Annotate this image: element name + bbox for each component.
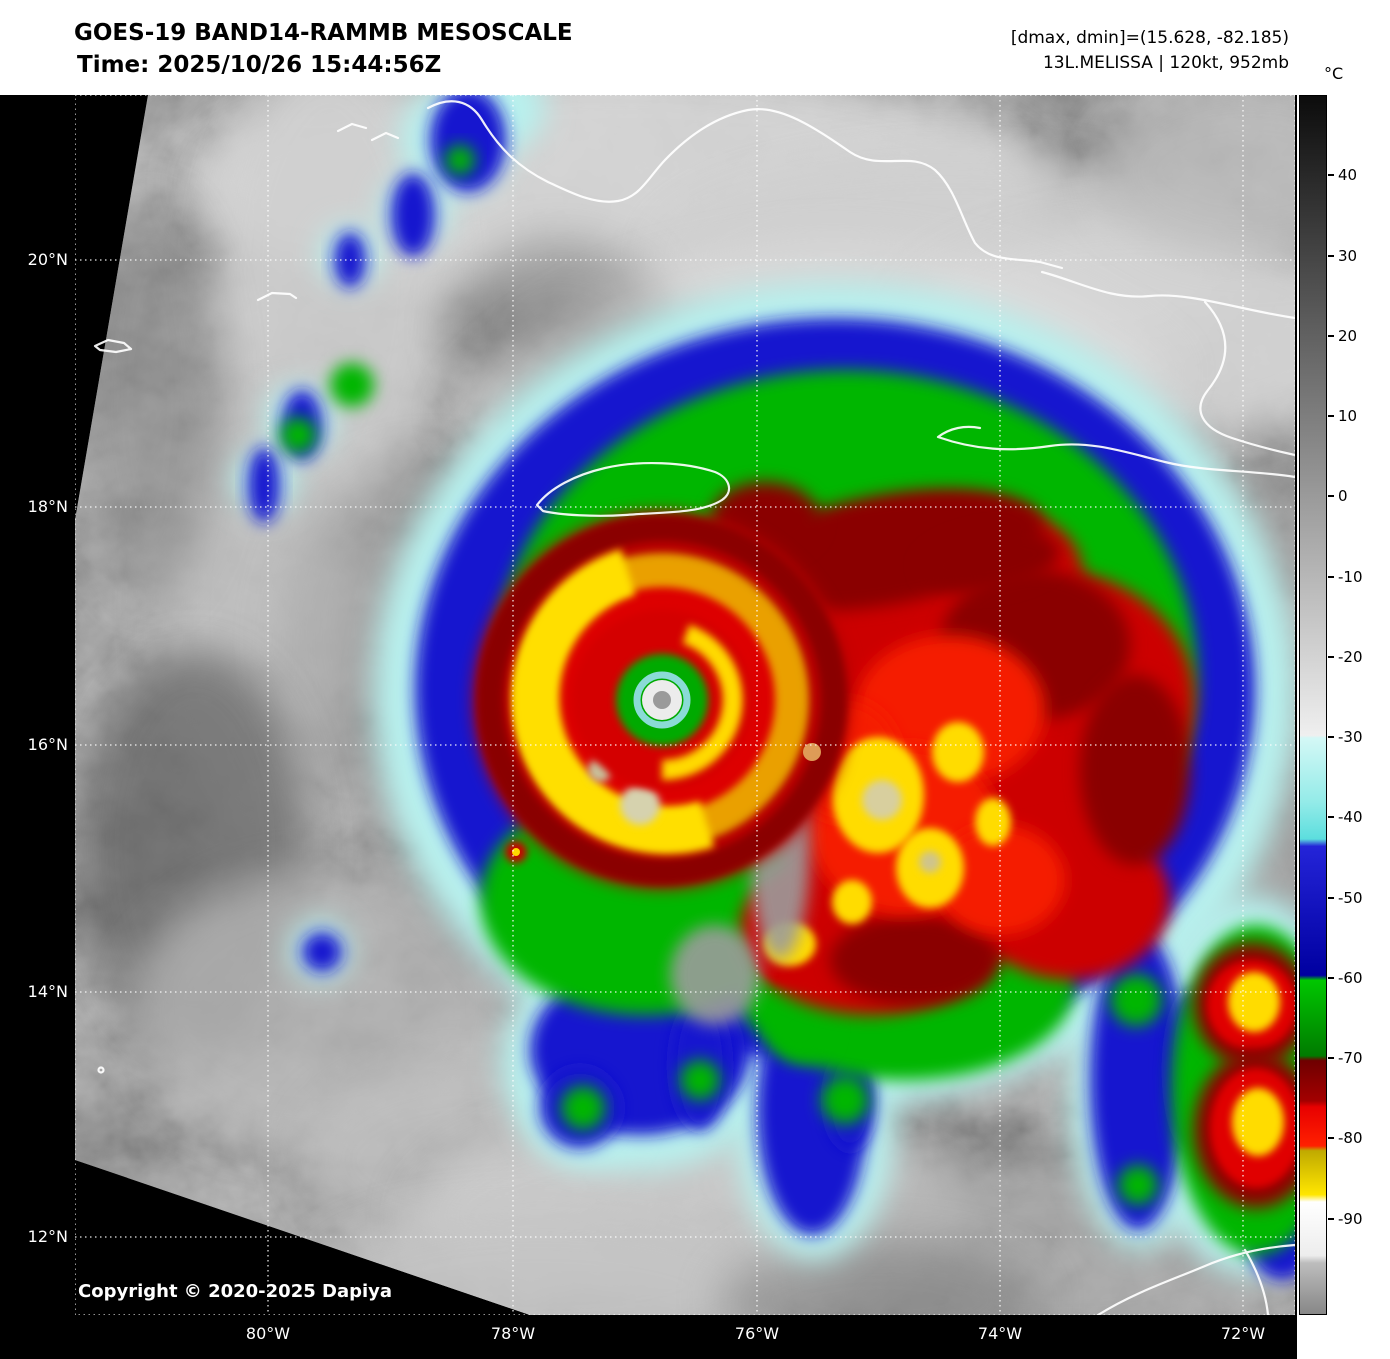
storm-info: 13L.MELISSA | 120kt, 952mb bbox=[1042, 53, 1289, 73]
colorbar-tick: -40 bbox=[1328, 807, 1363, 827]
colorbar-tick: -20 bbox=[1328, 647, 1363, 667]
coastline-haiti-north bbox=[1040, 270, 1295, 320]
copyright-notice: Copyright © 2020-2025 Dapiya bbox=[78, 1281, 393, 1302]
colorbar-tick-mark bbox=[1328, 816, 1334, 818]
colorbar-tick-mark bbox=[1328, 576, 1334, 578]
colorbar-tick: -30 bbox=[1328, 727, 1363, 747]
lat-label-12n: 12°N bbox=[27, 1227, 68, 1246]
colorbar-tick-mark bbox=[1328, 255, 1334, 257]
colorbar-tick: -60 bbox=[1328, 968, 1363, 988]
secondary-storm bbox=[1194, 943, 1295, 1208]
hurricane-eyewall bbox=[474, 512, 850, 888]
colorbar-tick-mark bbox=[1328, 415, 1334, 417]
lon-label-74w: 74°W bbox=[977, 1324, 1023, 1343]
colorbar-unit-label: °C bbox=[1324, 64, 1344, 83]
coastline-islands bbox=[93, 291, 298, 354]
timestamp: Time: 2025/10/26 15:44:56Z bbox=[77, 52, 442, 78]
coastline-cuba bbox=[426, 100, 1064, 270]
colorbar-tick-label: 40 bbox=[1338, 166, 1358, 184]
lat-label-20n: 20°N bbox=[27, 250, 68, 269]
cloud-layer bbox=[75, 95, 1295, 1315]
colorbar-tick-mark bbox=[1328, 1057, 1334, 1059]
center-fix-marker bbox=[803, 743, 821, 761]
lat-label-14n: 14°N bbox=[27, 982, 68, 1001]
colorbar-tick-label: 10 bbox=[1338, 407, 1358, 425]
colorbar-tick: 0 bbox=[1328, 486, 1348, 506]
colorbar-tick-mark bbox=[1328, 897, 1334, 899]
coastline-south-america bbox=[1096, 1243, 1295, 1315]
coastline-haiti-west bbox=[1199, 300, 1295, 457]
colorbar-gradient bbox=[1300, 96, 1326, 1314]
colorbar-tick-label: -10 bbox=[1338, 568, 1363, 586]
lat-label-18n: 18°N bbox=[27, 497, 68, 516]
colorbar-tick: -90 bbox=[1328, 1209, 1363, 1229]
colorbar-tick: -70 bbox=[1328, 1048, 1363, 1068]
colorbar-tick-label: -90 bbox=[1338, 1210, 1363, 1228]
dmax-dmin-readout: [dmax, dmin]=(15.628, -82.185) bbox=[1010, 28, 1289, 48]
colorbar-tick-label: 30 bbox=[1338, 247, 1358, 265]
colorbar-tick-label: -60 bbox=[1338, 969, 1363, 987]
colorbar-tick-mark bbox=[1328, 335, 1334, 337]
colorbar-tick-label: -70 bbox=[1338, 1049, 1363, 1067]
coastline-jamaica bbox=[535, 462, 731, 517]
colorbar-tick-mark bbox=[1328, 1137, 1334, 1139]
colorbar-tick-label: -40 bbox=[1338, 808, 1363, 826]
colorbar bbox=[1299, 95, 1327, 1315]
coastlines bbox=[93, 100, 1295, 1315]
colorbar-tick-mark bbox=[1328, 977, 1334, 979]
lon-label-80w: 80°W bbox=[245, 1324, 291, 1343]
colorbar-tick: 40 bbox=[1328, 165, 1357, 185]
hurricane-eye bbox=[616, 654, 708, 746]
gridlines bbox=[75, 95, 1295, 1315]
page-title: GOES-19 BAND14-RAMMB MESOSCALE bbox=[74, 20, 573, 46]
colorbar-tick-label: 0 bbox=[1338, 487, 1348, 505]
colorbar-tick-label: -50 bbox=[1338, 889, 1363, 907]
lon-label-78w: 78°W bbox=[490, 1324, 536, 1343]
coastline-haiti-south bbox=[936, 425, 1295, 479]
colorbar-tick-label: -20 bbox=[1338, 648, 1363, 666]
colorbar-tick-mark bbox=[1328, 1218, 1334, 1220]
colorbar-tick: 20 bbox=[1328, 326, 1357, 346]
storm-layer bbox=[233, 95, 1295, 1280]
colorbar-tick-label: 20 bbox=[1338, 327, 1358, 345]
colorbar-tick: 10 bbox=[1328, 406, 1357, 426]
colorbar-tick-mark bbox=[1328, 174, 1334, 176]
lon-label-72w: 72°W bbox=[1220, 1324, 1266, 1343]
colorbar-tick-mark bbox=[1328, 736, 1334, 738]
colorbar-tick-mark bbox=[1328, 495, 1334, 497]
colorbar-tick-mark bbox=[1328, 656, 1334, 658]
colorbar-tick-label: -30 bbox=[1338, 728, 1363, 746]
lon-label-76w: 76°W bbox=[734, 1324, 780, 1343]
colorbar-tick: -50 bbox=[1328, 888, 1363, 908]
colorbar-tick: -80 bbox=[1328, 1128, 1363, 1148]
colorbar-tick: -10 bbox=[1328, 567, 1363, 587]
colorbar-tick: 30 bbox=[1328, 246, 1357, 266]
colorbar-tick-label: -80 bbox=[1338, 1129, 1363, 1147]
lat-label-16n: 16°N bbox=[27, 735, 68, 754]
